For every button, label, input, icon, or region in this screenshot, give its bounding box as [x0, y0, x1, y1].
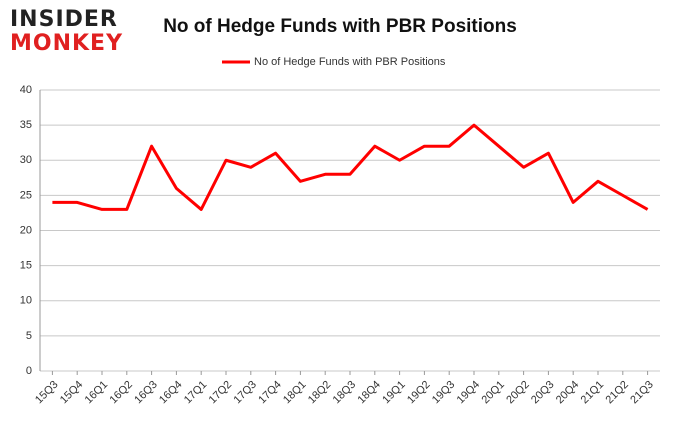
x-tick-label: 17Q3 — [231, 379, 259, 407]
x-tick-label: 20Q3 — [529, 379, 557, 407]
y-tick-label: 5 — [26, 330, 32, 342]
x-tick-label: 21Q3 — [628, 379, 656, 407]
x-tick-label: 17Q1 — [182, 379, 210, 407]
logo-line1: INSIDER — [10, 7, 118, 32]
x-tick-label: 16Q4 — [157, 379, 185, 407]
x-tick-label: 20Q4 — [554, 379, 582, 407]
x-tick-label: 18Q3 — [331, 379, 359, 407]
x-tick-label: 19Q2 — [405, 379, 433, 407]
y-tick-label: 0 — [26, 365, 32, 377]
x-tick-label: 16Q2 — [107, 379, 135, 407]
chart-title: No of Hedge Funds with PBR Positions — [163, 16, 517, 37]
y-tick-label: 20 — [20, 224, 32, 236]
x-tick-label: 20Q2 — [504, 379, 532, 407]
x-tick-label: 15Q4 — [58, 379, 86, 407]
x-tick-label: 19Q3 — [430, 379, 458, 407]
x-tick-label: 19Q1 — [380, 379, 408, 407]
y-tick-label: 25 — [20, 189, 32, 201]
x-tick-label: 17Q4 — [256, 379, 284, 407]
x-tick-label: 18Q1 — [281, 379, 309, 407]
x-tick-label: 18Q4 — [355, 379, 383, 407]
y-tick-label: 15 — [20, 260, 32, 272]
logo-line2: MONKEY — [10, 31, 123, 56]
x-tick-label: 21Q2 — [603, 379, 631, 407]
x-tick-label: 19Q4 — [455, 379, 483, 407]
x-tick-label: 16Q3 — [132, 379, 160, 407]
x-tick-label: 16Q1 — [83, 379, 111, 407]
y-tick-label: 35 — [20, 119, 32, 131]
x-tick-label: 21Q1 — [579, 379, 607, 407]
x-tick-label: 17Q2 — [207, 379, 235, 407]
y-tick-label: 30 — [20, 154, 32, 166]
line — [52, 123, 649, 211]
x-tick-label: 15Q3 — [33, 379, 61, 407]
legend-label: No of Hedge Funds with PBR Positions — [254, 56, 446, 68]
x-tick-label: 18Q2 — [306, 379, 334, 407]
y-tick-label: 40 — [20, 84, 32, 96]
y-tick-label: 10 — [20, 295, 32, 307]
x-tick-label: 20Q1 — [479, 379, 507, 407]
